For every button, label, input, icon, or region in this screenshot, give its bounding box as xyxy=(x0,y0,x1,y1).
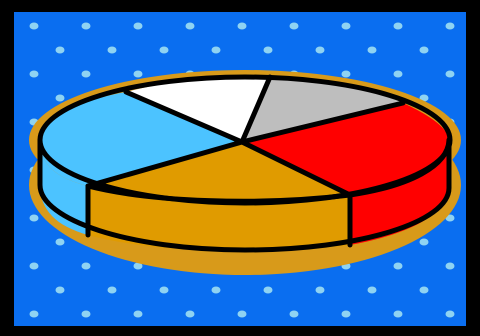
polka-dot xyxy=(159,286,169,294)
slice-red xyxy=(242,103,449,195)
polka-dot xyxy=(133,70,143,78)
polka-dot xyxy=(237,310,247,318)
polka-dot xyxy=(29,310,39,318)
polka-dot xyxy=(315,286,325,294)
polka-dot xyxy=(419,94,429,102)
slice-outlines xyxy=(37,74,453,253)
polka-dot xyxy=(81,22,91,30)
polka-dot xyxy=(393,22,403,30)
polka-dot xyxy=(393,310,403,318)
polka-dot xyxy=(445,262,455,270)
slice-cyan xyxy=(40,92,242,186)
polka-dot xyxy=(29,22,39,30)
slice-white xyxy=(126,77,270,142)
polka-dot xyxy=(55,46,65,54)
slice-gray xyxy=(242,77,403,142)
polka-dot xyxy=(341,70,351,78)
polka-dot xyxy=(315,46,325,54)
pie-3d xyxy=(29,70,461,275)
polka-dot xyxy=(107,286,117,294)
polka-dot xyxy=(133,310,143,318)
polka-dot xyxy=(159,46,169,54)
polka-dot xyxy=(445,22,455,30)
polka-dot xyxy=(445,214,455,222)
polka-dot xyxy=(393,70,403,78)
polka-dot xyxy=(445,310,455,318)
polka-dot xyxy=(211,286,221,294)
polka-dot xyxy=(81,262,91,270)
slice-gold xyxy=(88,142,350,202)
polka-dot xyxy=(55,94,65,102)
side-cyan xyxy=(40,140,88,235)
polka-dot xyxy=(289,22,299,30)
polka-dot xyxy=(419,238,429,246)
polka-dot xyxy=(289,310,299,318)
polka-dot xyxy=(107,46,117,54)
polka-dot xyxy=(29,214,39,222)
polka-dot xyxy=(185,310,195,318)
polka-dot xyxy=(263,286,273,294)
polka-dot xyxy=(341,22,351,30)
polka-dot xyxy=(393,262,403,270)
polka-dot xyxy=(55,286,65,294)
polka-dot xyxy=(419,46,429,54)
polka-dot xyxy=(29,262,39,270)
polka-dot xyxy=(445,70,455,78)
polka-dot xyxy=(81,70,91,78)
polka-dot xyxy=(341,310,351,318)
polka-dot xyxy=(29,70,39,78)
polka-dot xyxy=(55,238,65,246)
polka-dot xyxy=(81,310,91,318)
polka-dot xyxy=(211,46,221,54)
polka-dot xyxy=(367,46,377,54)
polka-dot xyxy=(133,22,143,30)
polka-dot xyxy=(263,46,273,54)
polka-dot xyxy=(237,22,247,30)
polka-dot xyxy=(185,22,195,30)
polka-dot xyxy=(133,262,143,270)
polka-dot xyxy=(419,286,429,294)
polka-dot xyxy=(367,286,377,294)
